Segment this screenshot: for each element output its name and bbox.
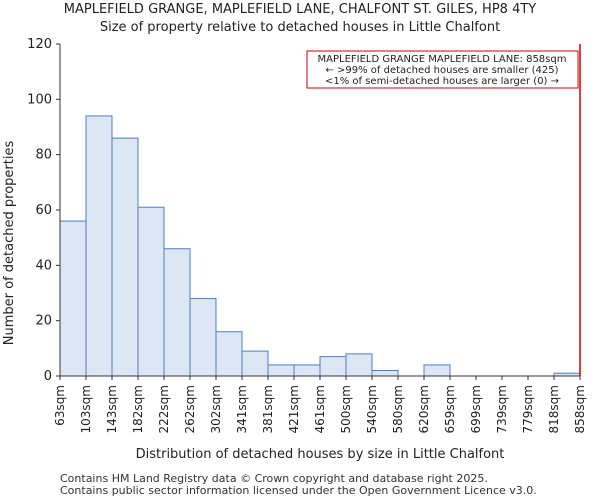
x-tick-label: 659sqm (443, 385, 457, 433)
x-tick-label: 63sqm (53, 385, 67, 426)
bar-143sqm (111, 137, 139, 377)
annotation-line-1: MAPLEFIELD GRANGE MAPLEFIELD LANE: 858sq… (318, 54, 567, 65)
x-tick-label: 222sqm (157, 385, 171, 433)
bar-262sqm (189, 298, 217, 377)
x-tick-label: 818sqm (547, 385, 561, 433)
x-tick-label: 341sqm (235, 385, 249, 433)
bar-302sqm (215, 331, 243, 377)
annotation-box (306, 50, 579, 89)
bar-421sqm (293, 364, 321, 377)
chart-subtitle: Size of property relative to detached ho… (99, 20, 501, 35)
x-tick-label: 500sqm (339, 385, 353, 433)
x-tick-label: 143sqm (105, 385, 119, 433)
bar-461sqm (319, 356, 347, 377)
y-tick-label: 40 (35, 258, 52, 273)
footer-line-1: Contains HM Land Registry data © Crown c… (60, 472, 488, 485)
bar-540sqm (371, 369, 399, 377)
footer-line-2: Contains public sector information licen… (60, 484, 537, 497)
x-tick-label: 620sqm (417, 385, 431, 433)
y-tick-label: 80 (35, 148, 52, 163)
y-tick-label: 60 (35, 203, 52, 218)
annotation-line-2: ← >99% of detached houses are smaller (4… (325, 65, 558, 76)
y-tick-label: 120 (27, 37, 52, 52)
bar-381sqm (267, 364, 295, 377)
bar-620sqm (423, 364, 451, 377)
x-tick-label: 381sqm (261, 385, 275, 433)
bar-222sqm (163, 248, 191, 377)
y-axis-label: Number of detached properties (2, 141, 17, 346)
annotation-line-3: <1% of semi-detached houses are larger (… (325, 76, 559, 87)
bar-182sqm (137, 206, 165, 377)
x-tick-label: 858sqm (573, 385, 587, 433)
bar-103sqm (85, 115, 113, 377)
x-tick-label: 182sqm (131, 385, 145, 433)
x-axis-label: Distribution of detached houses by size … (136, 447, 505, 462)
bar-341sqm (241, 350, 269, 377)
chart-title: MAPLEFIELD GRANGE, MAPLEFIELD LANE, CHAL… (63, 2, 537, 17)
x-tick-label: 540sqm (365, 385, 379, 433)
x-tick-label: 779sqm (521, 385, 535, 433)
x-tick-label: 461sqm (313, 385, 327, 433)
y-tick-label: 0 (44, 369, 52, 384)
bar-63sqm (59, 220, 87, 377)
x-tick-label: 699sqm (469, 385, 483, 433)
x-tick-label: 739sqm (495, 385, 509, 433)
x-tick-label: 262sqm (183, 385, 197, 433)
x-tick-label: 103sqm (79, 385, 93, 433)
bar-500sqm (345, 353, 373, 377)
x-tick-label: 302sqm (209, 385, 223, 433)
y-tick-label: 100 (27, 92, 52, 107)
x-tick-label: 580sqm (391, 385, 405, 433)
x-tick-label: 421sqm (287, 385, 301, 433)
y-tick-label: 20 (35, 314, 52, 329)
